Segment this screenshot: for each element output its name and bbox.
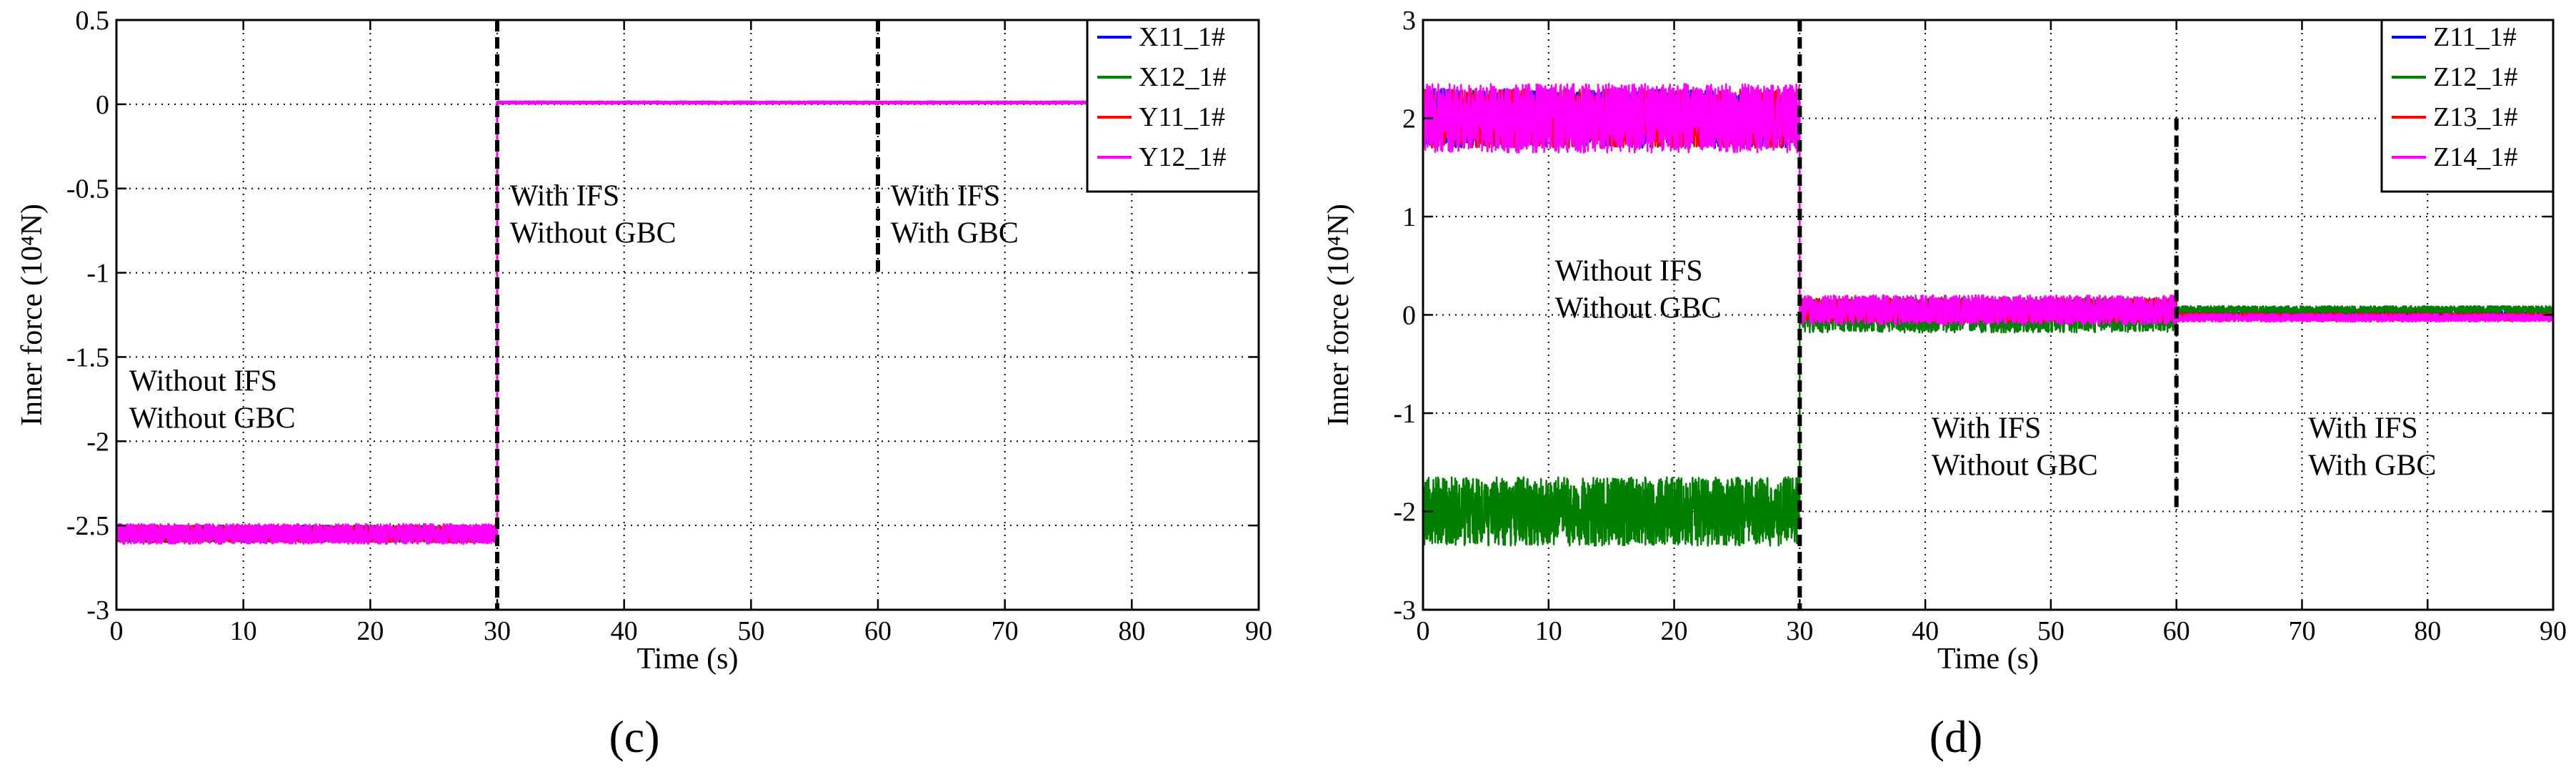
y-tick-label: 2: [1402, 104, 1416, 134]
legend-entry: Y12_1#: [1139, 142, 1226, 172]
phase-annotation-line: With IFS: [2308, 412, 2418, 445]
x-tick-label: 50: [2037, 616, 2065, 646]
y-tick-label: 0: [1402, 301, 1416, 331]
phase-annotation-line: Without GBC: [1555, 292, 1722, 325]
phase-annotation: With IFS Without GBC: [510, 179, 677, 249]
phase-annotation-line: Without GBC: [510, 217, 677, 249]
legend-entry: X11_1#: [1139, 22, 1225, 52]
x-tick-label: 20: [1661, 616, 1688, 646]
y-tick-label: -1: [1393, 399, 1416, 429]
series-group: [1423, 83, 2553, 547]
phase-annotation: Without IFS Without GBC: [1555, 254, 1722, 325]
y-tick-label: 1: [1402, 202, 1416, 232]
y-tick-label: -0.5: [66, 174, 109, 204]
legend-entry: Z14_1#: [2433, 142, 2517, 172]
panel-label-c: (c): [609, 711, 659, 762]
legend-entry: Z13_1#: [2433, 102, 2517, 132]
y-tick-label: -3: [86, 595, 109, 625]
x-tick-label: 80: [1118, 616, 1145, 646]
x-tick-label: 0: [110, 616, 124, 646]
phase-annotation: With IFS With GBC: [2308, 412, 2436, 482]
y-axis-label: Inner force (10⁴N): [16, 204, 49, 426]
phase-annotation: With IFS With GBC: [891, 179, 1019, 249]
legend-entry: X12_1#: [1139, 62, 1226, 92]
legend-box: [1086, 19, 1260, 193]
x-tick-label: 50: [737, 616, 764, 646]
x-tick-label: 20: [356, 616, 384, 646]
y-tick-label: 0.5: [76, 6, 110, 36]
x-tick-label: 80: [2414, 616, 2441, 646]
x-axis-label: Time (s): [1937, 643, 2039, 676]
chart-panel-c: 0 10 20 30 40 50 60 70 80 90 0.5 0 -0.5 -1 -1.5 -2 -2.5 -…: [16, 6, 1272, 676]
phase-annotation-line: With IFS: [510, 179, 620, 212]
phase-annotation: Without IFS Without GBC: [129, 365, 296, 435]
series-line-z141: [1423, 83, 2553, 326]
x-tick-label: 30: [484, 616, 511, 646]
x-tick-label: 40: [1912, 616, 1939, 646]
legend-box: [2380, 19, 2555, 193]
y-tick-label: 3: [1402, 6, 1416, 36]
x-tick-label: 70: [2288, 616, 2315, 646]
legend: X11_1# X12_1# Y11_1# Y12_1#: [1086, 19, 1260, 193]
x-tick-label: 0: [1417, 616, 1430, 646]
y-tick-label: -2: [1393, 498, 1416, 528]
phase-annotation-line: With GBC: [891, 217, 1019, 249]
y-tick-label: -2: [86, 427, 109, 457]
x-axis-label: Time (s): [637, 643, 739, 676]
phase-annotation-line: Without IFS: [129, 365, 277, 398]
x-tick-label: 90: [1245, 616, 1272, 646]
y-tick-label: -2.5: [66, 511, 109, 541]
y-axis-label: Inner force (10⁴N): [1322, 204, 1355, 426]
y-tick-label: -1: [86, 259, 109, 289]
x-tick-label: 90: [2540, 616, 2567, 646]
phase-annotation-line: Without GBC: [129, 402, 296, 435]
series-line-y121: [116, 100, 1259, 545]
y-tick-label: 0: [96, 90, 109, 120]
x-tick-label: 10: [1535, 616, 1562, 646]
x-tick-label: 60: [2163, 616, 2190, 646]
y-tick-label: -3: [1393, 595, 1416, 625]
x-tick-label: 60: [864, 616, 892, 646]
x-tick-label: 30: [1786, 616, 1813, 646]
legend: Z11_1# Z12_1# Z13_1# Z14_1#: [2380, 19, 2555, 193]
phase-annotation-line: With IFS: [1932, 412, 2042, 445]
phase-annotation-line: Without GBC: [1932, 449, 2098, 482]
phase-annotation-line: Without IFS: [1555, 254, 1703, 287]
x-tick-label: 70: [992, 616, 1019, 646]
phase-annotation-line: With GBC: [2308, 449, 2436, 482]
legend-entry: Z11_1#: [2433, 22, 2517, 52]
x-tick-label: 10: [230, 616, 257, 646]
legend-entry: Z12_1#: [2433, 62, 2517, 92]
phase-annotation: With IFS Without GBC: [1932, 412, 2098, 482]
series-group: [116, 100, 1259, 545]
axes-box: [115, 19, 1260, 611]
legend-entry: Y11_1#: [1139, 102, 1225, 132]
x-tick-label: 40: [611, 616, 638, 646]
panel-label-d: (d): [1929, 711, 1983, 762]
phase-annotation-line: With IFS: [891, 179, 1001, 212]
y-tick-label: -1.5: [66, 342, 109, 372]
